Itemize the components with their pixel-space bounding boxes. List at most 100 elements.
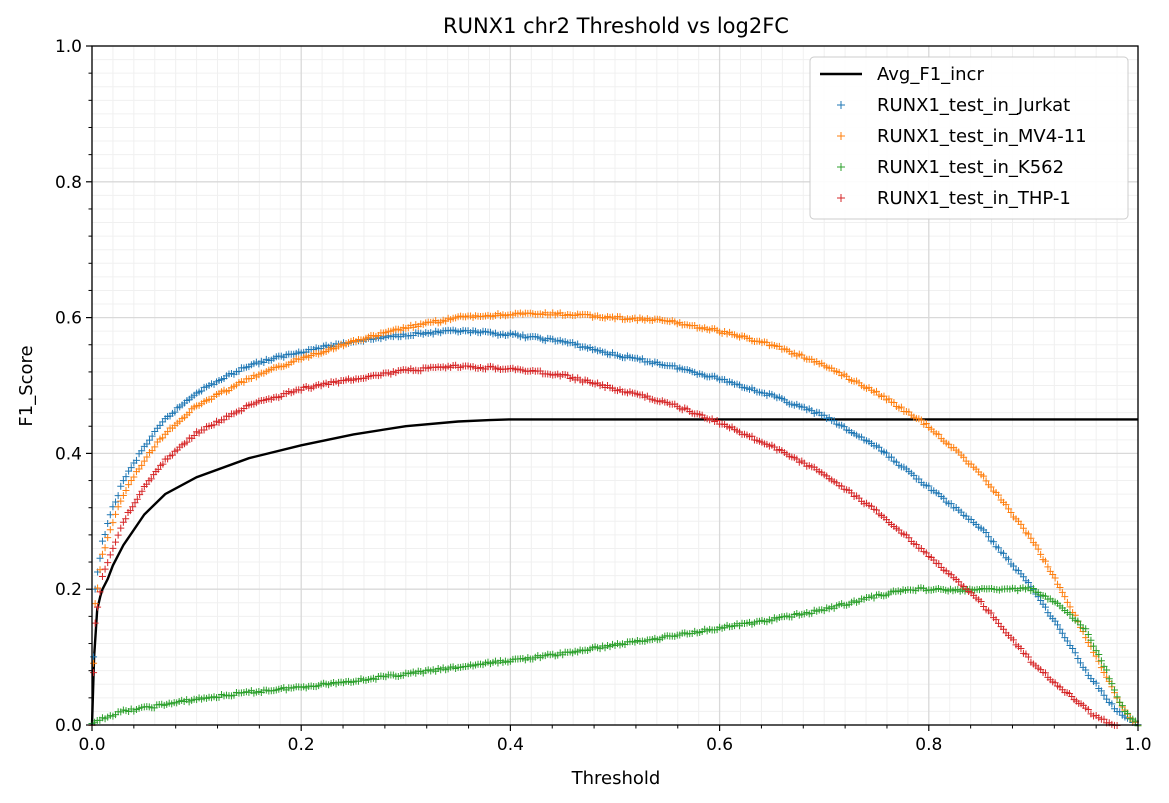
data-point <box>947 500 955 508</box>
data-point <box>880 392 888 400</box>
data-point <box>922 419 930 427</box>
y-tick-label: 1.0 <box>55 37 82 57</box>
data-point <box>119 518 127 526</box>
data-point <box>1005 555 1012 563</box>
data-point <box>1110 686 1118 694</box>
series-RUNX1_test_in_K562 <box>88 584 1142 730</box>
data-point <box>1032 541 1040 549</box>
data-point <box>912 540 920 548</box>
data-point <box>882 449 890 457</box>
data-point <box>1071 649 1079 657</box>
y-tick-label: 0.6 <box>55 309 82 329</box>
data-point <box>1044 609 1052 617</box>
data-point <box>148 447 156 455</box>
legend-marker-swatch <box>837 163 845 171</box>
data-point <box>143 440 151 448</box>
series-Avg_F1_incr <box>90 418 1138 726</box>
data-point <box>1063 598 1071 606</box>
data-point <box>90 669 98 677</box>
data-point <box>94 584 102 592</box>
legend-item-RUNX1_test_in_THP-1: RUNX1_test_in_THP-1 <box>837 188 1071 209</box>
data-point <box>1061 593 1069 601</box>
data-point <box>1063 637 1071 645</box>
data-point <box>1044 563 1052 571</box>
data-point <box>987 609 995 617</box>
y-axis-label: F1_Score <box>16 345 37 426</box>
data-point <box>995 544 1003 552</box>
x-tick-label: 1.0 <box>1124 735 1151 755</box>
chart-title: RUNX1 chr2 Threshold vs log2FC <box>443 14 789 38</box>
data-point <box>106 526 114 534</box>
data-point <box>980 472 988 480</box>
data-point <box>146 436 154 444</box>
data-point <box>96 554 104 562</box>
data-point <box>1097 657 1105 665</box>
data-point <box>130 473 138 481</box>
data-point <box>94 603 102 611</box>
legend-marker-swatch <box>837 194 845 202</box>
series-layer <box>88 309 1142 730</box>
legend-label: Avg_F1_incr <box>877 64 984 85</box>
data-point <box>1076 659 1084 667</box>
x-tick-label: 0.8 <box>915 735 942 755</box>
data-point <box>138 487 146 495</box>
data-point <box>1082 666 1090 674</box>
legend: Avg_F1_incr RUNX1_test_in_Jurkat RUNX1_tes… <box>809 56 1129 220</box>
data-point <box>109 544 117 552</box>
data-point <box>143 453 151 461</box>
data-point <box>987 483 995 491</box>
data-point <box>1097 687 1105 695</box>
data-point <box>147 475 155 483</box>
data-point <box>887 453 895 461</box>
data-point <box>117 482 125 490</box>
data-point <box>1100 662 1108 670</box>
data-point <box>1002 501 1010 509</box>
data-point <box>183 438 191 446</box>
series-RUNX1_test_in_THP-1 <box>88 361 1121 729</box>
data-point <box>91 619 99 627</box>
data-point <box>1000 625 1008 633</box>
x-tick-label: 0.0 <box>78 735 105 755</box>
data-point <box>935 560 943 568</box>
data-point <box>890 399 898 407</box>
data-point <box>109 519 117 527</box>
data-point <box>977 597 985 605</box>
data-point <box>1092 647 1100 655</box>
data-point <box>1029 585 1037 593</box>
legend-item-Avg_F1_incr: Avg_F1_incr <box>820 64 984 85</box>
data-point <box>1041 557 1049 565</box>
legend-box <box>809 56 1129 220</box>
x-tick-label: 0.2 <box>288 735 315 755</box>
plot-frame <box>91 45 1139 726</box>
data-point <box>875 443 883 451</box>
data-point <box>925 482 933 490</box>
data-point <box>168 451 176 459</box>
data-point <box>848 489 856 497</box>
x-axis-label: Threshold <box>571 768 661 789</box>
series-line-Avg_F1_incr <box>90 418 1138 726</box>
data-point <box>1009 562 1017 570</box>
data-point <box>1051 574 1059 582</box>
data-point <box>1087 636 1095 644</box>
data-point <box>154 465 162 473</box>
data-point <box>905 534 913 542</box>
data-point <box>915 475 923 483</box>
legend-label: RUNX1_test_in_MV4-11 <box>877 126 1087 147</box>
data-point <box>96 566 104 574</box>
data-point <box>122 473 130 481</box>
data-point <box>990 538 998 546</box>
data-point <box>945 440 953 448</box>
data-point <box>1084 630 1092 638</box>
data-point <box>1082 625 1090 633</box>
data-point <box>138 461 146 469</box>
data-point <box>1005 505 1012 513</box>
data-point <box>922 549 930 557</box>
data-point <box>1027 534 1035 542</box>
data-point <box>210 421 218 429</box>
y-tick-label: 0.4 <box>55 444 82 464</box>
data-point <box>1069 644 1077 652</box>
data-point <box>198 387 206 395</box>
data-point <box>1009 636 1017 644</box>
data-point <box>129 503 137 511</box>
